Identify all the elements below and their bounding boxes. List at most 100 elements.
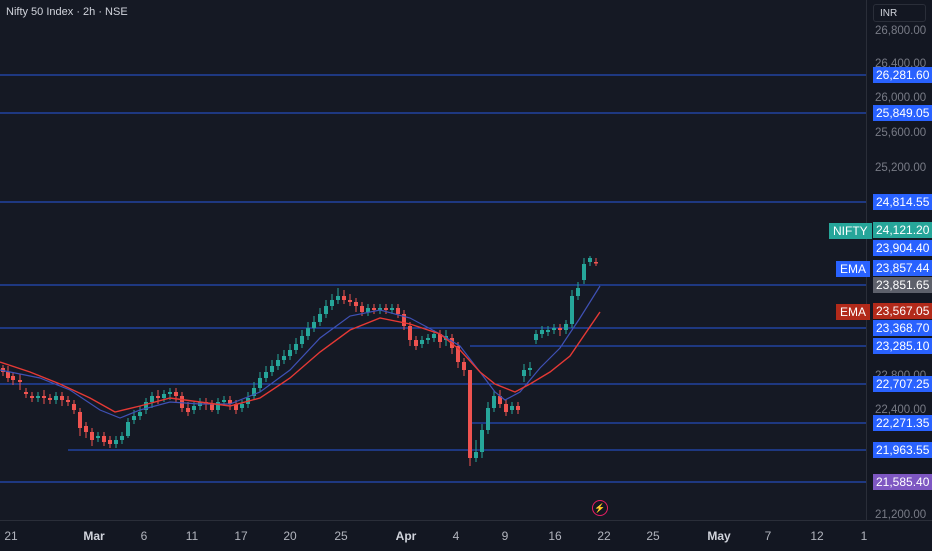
candle-body xyxy=(126,422,130,436)
ema-slow-price-tag[interactable]: 23,567.05 xyxy=(873,303,932,319)
symbol-title[interactable]: Nifty 50 Index · 2h · NSE xyxy=(6,6,128,18)
candle-body xyxy=(534,334,538,340)
price-chart[interactable] xyxy=(0,0,866,520)
time-tick-label: Mar xyxy=(83,529,105,543)
candle-body xyxy=(306,328,310,336)
candle-body xyxy=(42,396,46,398)
candle-body xyxy=(288,350,292,356)
candle-body xyxy=(222,400,226,402)
candle-body xyxy=(366,308,370,312)
chart-area[interactable]: Nifty 50 Index · 2h · NSE xyxy=(0,0,866,520)
candle-body xyxy=(132,416,136,420)
time-tick-label: Apr xyxy=(395,529,417,543)
candle-body xyxy=(228,400,232,404)
level-price-tag[interactable]: 22,271.35 xyxy=(873,415,932,431)
candle-body xyxy=(48,398,52,400)
ema-fast-line xyxy=(0,285,601,419)
time-tick-label: 4 xyxy=(452,529,460,543)
candle-body xyxy=(18,380,22,382)
nifty-price-tag[interactable]: 24,121.20 xyxy=(873,222,932,238)
candle-body xyxy=(390,308,394,310)
candle-body xyxy=(438,334,442,342)
candle-body xyxy=(504,404,508,412)
candle-body xyxy=(102,436,106,442)
candle-body xyxy=(120,436,124,440)
lightning-bolt-icon[interactable]: ⚡ xyxy=(592,500,608,516)
time-tick-label: 6 xyxy=(140,529,148,543)
price-tick-label: 22,400.00 xyxy=(875,404,927,416)
high-price-tag[interactable]: 23,904.40 xyxy=(873,240,932,256)
candle-body xyxy=(90,432,94,440)
candle-body xyxy=(558,328,562,330)
time-tick-label: 9 xyxy=(501,529,509,543)
candle-body xyxy=(492,396,496,408)
candle-body xyxy=(216,402,220,410)
candle-body xyxy=(168,392,172,394)
candle-body xyxy=(324,306,328,314)
candle-body xyxy=(156,396,160,398)
time-tick-label: 25 xyxy=(334,529,348,543)
currency-selector[interactable]: INR xyxy=(873,4,926,22)
candle-body xyxy=(498,396,502,404)
level-price-tag[interactable]: 21,963.55 xyxy=(873,442,932,458)
candle-body xyxy=(456,346,460,362)
candle-body xyxy=(282,356,286,360)
candle-body xyxy=(84,426,88,432)
candle-body xyxy=(234,404,238,410)
candle-body xyxy=(114,440,118,444)
level-price-tag[interactable]: 22,707.25 xyxy=(873,376,932,392)
candle-body xyxy=(174,392,178,396)
candle-body xyxy=(408,326,412,340)
time-tick-label: 22 xyxy=(597,529,611,543)
candle-body xyxy=(240,404,244,408)
candle-body xyxy=(54,396,58,400)
candle-body xyxy=(546,330,550,332)
candle-body xyxy=(528,368,532,370)
candle-body xyxy=(294,344,298,350)
level-price-tag[interactable]: 23,851.65 xyxy=(873,277,932,293)
candle-body xyxy=(462,362,466,370)
time-tick-label: 25 xyxy=(646,529,660,543)
price-tick-label: 26,000.00 xyxy=(875,92,927,104)
candle-body xyxy=(36,396,40,398)
candle-body xyxy=(186,408,190,412)
price-tick-label: 25,600.00 xyxy=(875,127,927,139)
candle-body xyxy=(96,436,100,438)
time-tick-label: May xyxy=(707,529,731,543)
candle-body xyxy=(384,308,388,310)
candle-body xyxy=(192,406,196,410)
time-tick-label: 17 xyxy=(234,529,248,543)
level-price-tag[interactable]: 21,585.40 xyxy=(873,474,932,490)
price-axis[interactable]: 26,800.00 26,400.00 26,000.00 25,600.00 25,2… xyxy=(866,0,932,521)
candle-body xyxy=(414,340,418,346)
candle-body xyxy=(372,308,376,310)
candle-body xyxy=(330,300,334,306)
price-tick-label: 21,200.00 xyxy=(875,509,927,521)
time-tick-label: 12 xyxy=(810,529,824,543)
level-price-tag[interactable]: 24,814.55 xyxy=(873,194,932,210)
candle-body xyxy=(486,408,490,430)
candle-body xyxy=(6,372,10,378)
candle-body xyxy=(264,372,268,378)
time-tick-label: 20 xyxy=(283,529,297,543)
candle-body xyxy=(144,402,148,410)
candle-body xyxy=(510,406,514,410)
level-price-tag[interactable]: 23,285.10 xyxy=(873,338,932,354)
candle-body xyxy=(576,288,580,296)
level-price-tag[interactable]: 26,281.60 xyxy=(873,67,932,83)
candle-body xyxy=(360,306,364,312)
candle-body xyxy=(564,324,568,330)
time-tick-label: 7 xyxy=(764,529,772,543)
level-price-tag[interactable]: 23,368.70 xyxy=(873,320,932,336)
candle-body xyxy=(396,308,400,314)
time-axis[interactable]: 21 Mar 6 11 17 20 25 Apr 4 9 16 22 25 May 7 12 1 xyxy=(0,520,932,551)
candle-body xyxy=(552,328,556,330)
candle-body xyxy=(210,404,214,410)
candle-body xyxy=(24,392,28,394)
level-price-tag[interactable]: 25,849.05 xyxy=(873,105,932,121)
ema-fast-price-tag[interactable]: 23,857.44 xyxy=(873,260,932,276)
time-tick-label: 21 xyxy=(4,529,18,543)
candle-body xyxy=(342,296,346,300)
candle-body xyxy=(60,396,64,400)
candle-body xyxy=(348,300,352,302)
